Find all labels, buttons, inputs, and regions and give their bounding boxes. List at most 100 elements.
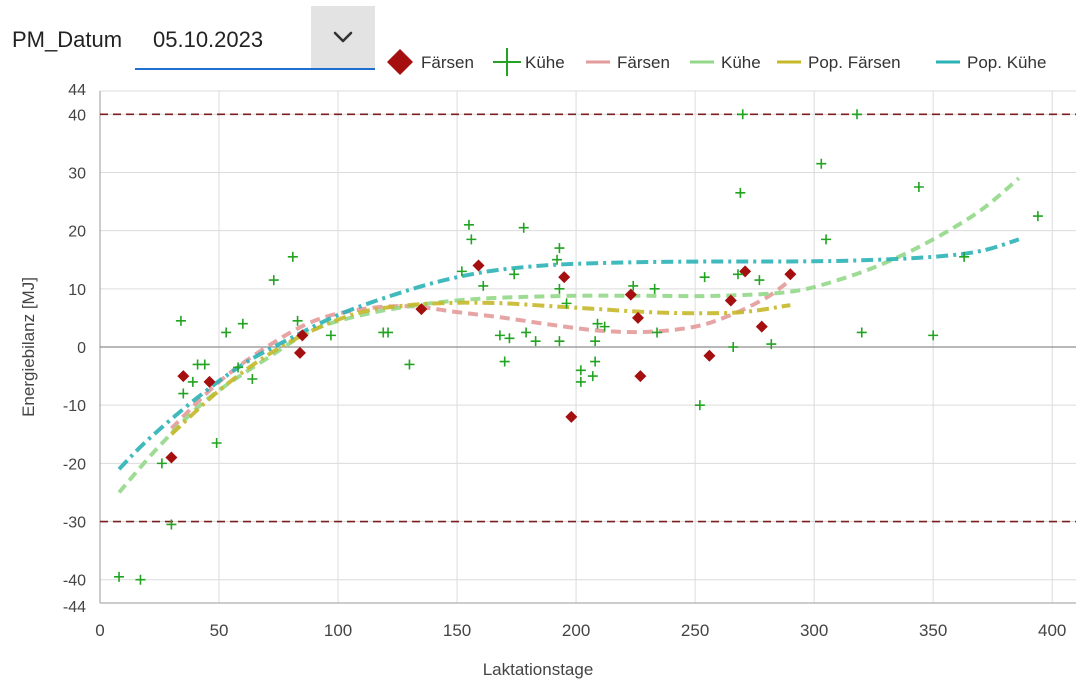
y-tick-label: -20	[63, 456, 86, 473]
kuehe-point	[156, 458, 167, 469]
kuehe-point	[554, 336, 565, 347]
kuehe-point	[816, 158, 827, 169]
x-tick-label: 250	[681, 621, 709, 640]
legend-label: Färsen	[421, 53, 474, 72]
curve-färsen	[170, 278, 792, 430]
kuehe-point	[175, 315, 186, 326]
y-tick-label: 0	[77, 340, 86, 357]
y-tick-label: -10	[63, 398, 86, 415]
kuehe-point	[728, 342, 739, 352]
kuehe-point	[575, 365, 586, 376]
y-tick-label: 44	[68, 82, 86, 99]
kuehe-point	[518, 222, 529, 233]
kuehe-point	[928, 330, 939, 341]
kuehe-point	[178, 388, 189, 399]
kuehe-point	[649, 283, 660, 294]
x-tick-label: 200	[562, 621, 590, 640]
faersen-point	[472, 259, 485, 272]
kuehe-point	[737, 109, 748, 120]
date-dropdown-value: 05.10.2023	[153, 27, 264, 52]
x-tick-label: 150	[443, 621, 471, 640]
kuehe-point	[735, 187, 746, 198]
legend-label: Kühe	[525, 53, 565, 72]
dropdown-toggle-button[interactable]	[311, 6, 375, 68]
curve-kühe	[117, 176, 1021, 494]
y-tick-label: -44	[63, 599, 86, 616]
kuehe-point	[237, 318, 248, 329]
date-dropdown[interactable]: 05.10.2023	[135, 6, 375, 70]
kuehe-point	[268, 275, 279, 286]
kuehe-point	[913, 182, 924, 192]
legend-plus-icon	[493, 48, 521, 76]
kuehe-point	[587, 371, 598, 382]
kuehe-point	[247, 374, 258, 384]
kuehe-point	[694, 400, 705, 411]
y-tick-label: -30	[63, 515, 86, 532]
faersen-point	[755, 320, 768, 333]
x-tick-label: 350	[919, 621, 947, 640]
kuehe-point	[211, 438, 222, 448]
faersen-point	[415, 303, 428, 316]
legend-diamond-icon	[387, 49, 413, 75]
y-tick-label: 10	[68, 282, 86, 299]
kuehe-point	[766, 339, 777, 350]
faersen-point	[724, 294, 737, 307]
kuehe-point	[599, 321, 610, 332]
faersen-point	[565, 410, 578, 423]
x-tick-label: 300	[800, 621, 828, 640]
x-tick-label: 50	[210, 621, 229, 640]
legend-label: Pop. Kühe	[967, 53, 1046, 72]
kuehe-point	[404, 359, 415, 370]
y-tick-label: 20	[68, 224, 86, 241]
kuehe-point	[383, 327, 394, 338]
faersen-point	[703, 349, 716, 362]
kuehe-point	[590, 356, 601, 367]
filter-label: PM_Datum	[12, 27, 123, 52]
faersen-point	[296, 329, 309, 342]
kuehe-point	[959, 251, 970, 262]
chevron-down-icon	[333, 31, 353, 43]
kuehe-point	[478, 280, 489, 291]
faersen-point	[203, 375, 216, 388]
faersen-point	[634, 370, 647, 383]
kuehe-point	[628, 280, 639, 291]
kuehe-point	[325, 330, 336, 341]
faersen-point	[177, 370, 190, 383]
y-axis-title: Energiebilanz [MJ]	[19, 277, 38, 417]
kuehe-point	[456, 266, 467, 277]
y-tick-label: -40	[63, 573, 86, 590]
kuehe-point	[552, 254, 563, 265]
kuehe-point	[287, 251, 298, 262]
faersen-point	[624, 288, 637, 301]
kuehe-point	[1032, 211, 1043, 222]
kuehe-point	[851, 109, 862, 120]
kuehe-point	[652, 327, 663, 338]
x-tick-label: 100	[324, 621, 352, 640]
faersen-point	[293, 346, 306, 359]
kuehe-point	[114, 571, 125, 582]
kuehe-point	[504, 333, 515, 344]
kuehe-point	[554, 243, 565, 254]
faersen-point	[739, 265, 752, 278]
faersen-point	[558, 271, 571, 284]
kuehe-point	[521, 327, 532, 338]
kuehe-point	[509, 269, 520, 280]
legend-label: Pop. Färsen	[808, 53, 901, 72]
faersen-point	[784, 268, 797, 281]
kuehe-point	[754, 275, 765, 286]
kuehe-point	[187, 376, 198, 387]
kuehe-point	[499, 356, 510, 367]
kuehe-point	[561, 298, 572, 309]
kuehe-point	[199, 359, 210, 370]
kuehe-point	[494, 330, 505, 341]
kuehe-point	[856, 327, 867, 338]
kuehe-point	[463, 219, 474, 230]
x-tick-label: 400	[1038, 621, 1066, 640]
kuehe-point	[292, 315, 303, 326]
kuehe-point	[530, 336, 541, 347]
kuehe-point	[166, 519, 177, 530]
kuehe-point	[221, 327, 232, 338]
kuehe-point	[590, 336, 601, 347]
kuehe-point	[821, 234, 832, 245]
